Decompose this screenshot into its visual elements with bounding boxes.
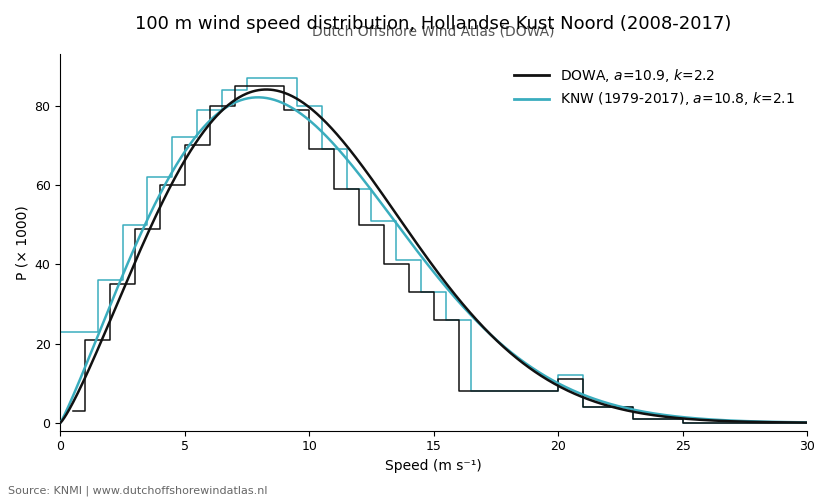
X-axis label: Speed (m s⁻¹): Speed (m s⁻¹) [385, 459, 482, 473]
Legend: DOWA, $a$=10.9, $k$=2.2, KNW (1979-2017), $a$=10.8, $k$=2.1: DOWA, $a$=10.9, $k$=2.2, KNW (1979-2017)… [508, 61, 800, 113]
Text: Dutch Offshore Wind Atlas (DOWA): Dutch Offshore Wind Atlas (DOWA) [312, 25, 555, 39]
Title: 100 m wind speed distribution, Hollandse Kust Noord (2008-2017): 100 m wind speed distribution, Hollandse… [135, 15, 732, 33]
Y-axis label: P (× 1000): P (× 1000) [15, 205, 29, 280]
Text: Source: KNMI | www.dutchoffshorewindatlas.nl: Source: KNMI | www.dutchoffshorewindatla… [8, 485, 268, 496]
